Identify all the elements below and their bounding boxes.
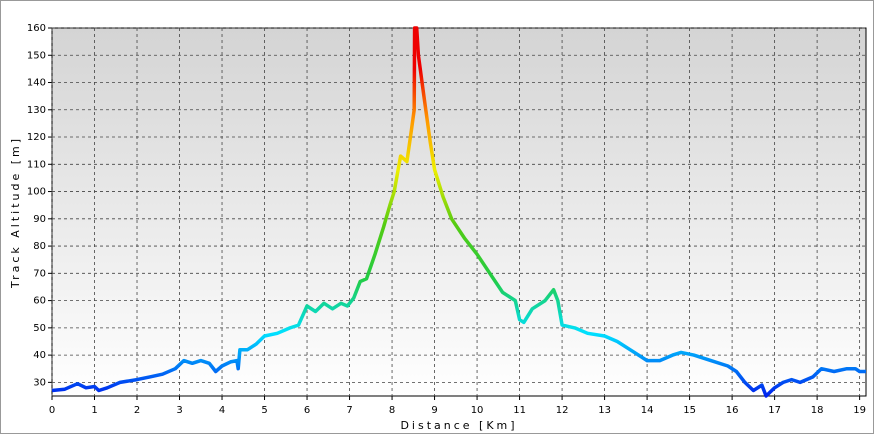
x-tick-label: 19 <box>853 405 866 416</box>
y-tick-label: 130 <box>27 105 46 116</box>
x-tick-label: 2 <box>134 405 140 416</box>
y-tick-label: 60 <box>33 296 46 307</box>
x-tick-label: 5 <box>261 405 267 416</box>
x-tick-label: 16 <box>726 405 739 416</box>
x-tick-label: 10 <box>471 405 484 416</box>
x-tick-label: 11 <box>513 405 526 416</box>
x-tick-label: 1 <box>91 405 97 416</box>
x-tick-label: 7 <box>346 405 352 416</box>
y-tick-label: 110 <box>27 159 46 170</box>
y-tick-label: 160 <box>27 23 46 34</box>
x-tick-label: 4 <box>219 405 225 416</box>
y-tick-label: 140 <box>27 78 46 89</box>
x-tick-label: 15 <box>683 405 696 416</box>
y-tick-label: 80 <box>33 241 46 252</box>
plot-area <box>51 27 867 397</box>
y-tick-label: 120 <box>27 132 46 143</box>
x-tick-label: 0 <box>49 405 55 416</box>
y-tick-label: 30 <box>33 377 46 388</box>
y-tick-label: 40 <box>33 350 46 361</box>
x-tick-label: 17 <box>768 405 781 416</box>
altitude-line <box>51 26 866 398</box>
x-tick-label: 12 <box>556 405 569 416</box>
x-tick-label: 9 <box>431 405 437 416</box>
y-tick-label: 150 <box>27 50 46 61</box>
y-tick-label: 50 <box>33 323 46 334</box>
x-tick-label: 8 <box>389 405 395 416</box>
x-tick-label: 14 <box>641 405 654 416</box>
x-tick-label: 18 <box>811 405 824 416</box>
y-tick-label: 100 <box>27 187 46 198</box>
x-tick-label: 3 <box>176 405 182 416</box>
y-tick-label: 70 <box>33 268 46 279</box>
x-tick-label: 6 <box>304 405 310 416</box>
x-tick-label: 13 <box>598 405 611 416</box>
y-axis-title: Track Altitude [m] <box>9 136 22 289</box>
y-tick-label: 90 <box>33 214 46 225</box>
x-axis-title: Distance [Km] <box>400 419 517 432</box>
